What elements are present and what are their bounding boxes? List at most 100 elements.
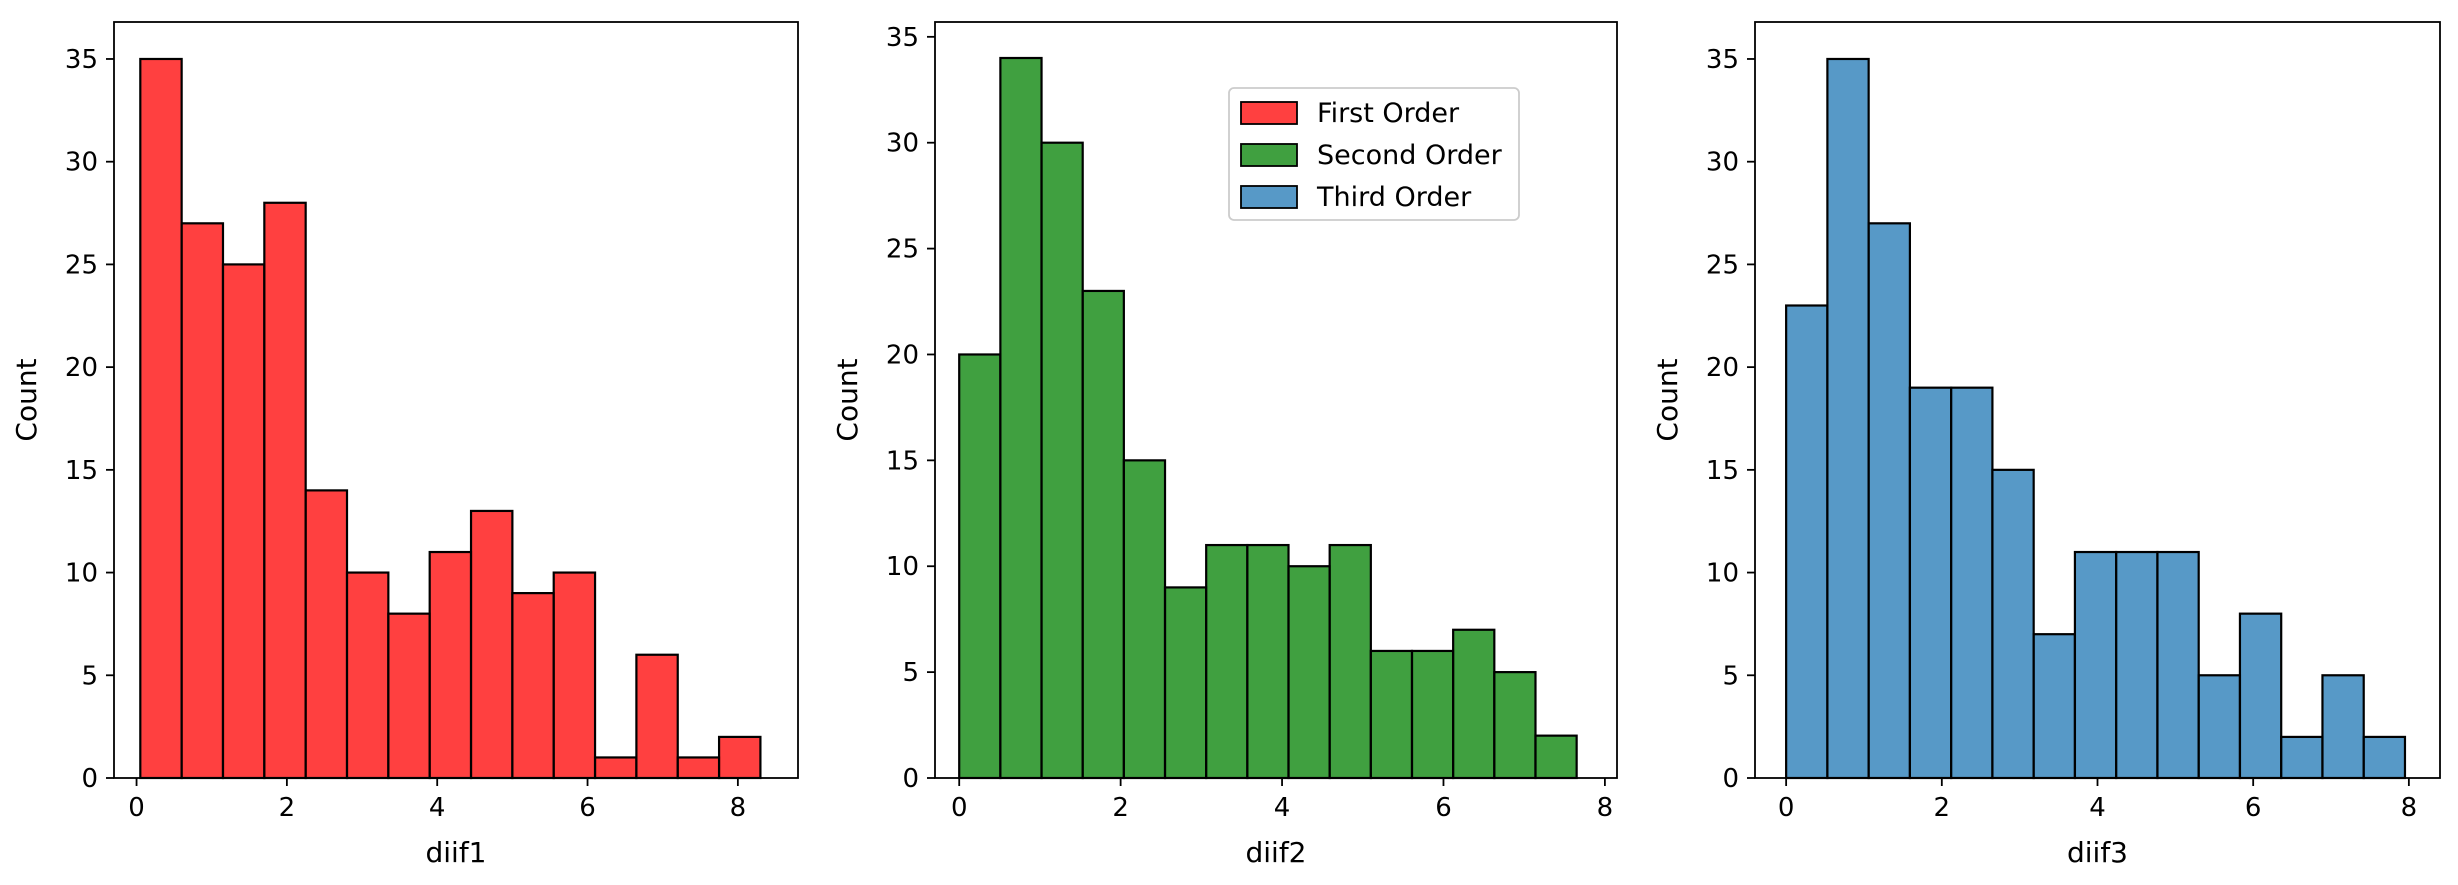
histogram-bar [676, 756, 721, 780]
y-tick-label: 25 [65, 250, 98, 280]
x-tick-label: 8 [1597, 793, 1614, 823]
y-tick-label: 5 [1722, 661, 1739, 691]
histogram-bar [263, 201, 307, 780]
histogram-bar [2321, 674, 2365, 780]
histogram-bar [1328, 543, 1372, 780]
histogram-bar [1205, 543, 1249, 780]
histogram-bar [717, 735, 762, 780]
y-tick-label: 30 [1706, 148, 1739, 178]
y-tick-label: 25 [886, 235, 919, 265]
subplot-2: 0 2 4 6 8 0 5 10 15 20 25 30 35 diif2 Count First Order… [831, 21, 1618, 869]
histogram-bar [304, 489, 349, 780]
histogram-bar [180, 222, 225, 780]
y-tick-label: 15 [65, 456, 98, 486]
y-tick-label: 25 [1706, 250, 1739, 280]
histogram-bar [1534, 734, 1578, 780]
x-axis-label: diif1 [425, 836, 486, 869]
histogram-bar [2032, 633, 2077, 780]
histogram-bar [2073, 550, 2118, 780]
histogram-bar [593, 756, 638, 780]
histogram-bar [2197, 674, 2242, 780]
legend-label: Third Order [1316, 182, 1472, 213]
y-tick-label: 30 [65, 148, 98, 178]
histogram-bar [1410, 649, 1455, 780]
y-tick-label: 20 [1706, 353, 1739, 383]
x-tick-label: 0 [951, 793, 968, 823]
histogram-bar [1081, 289, 1125, 780]
subplot-1: 0 2 4 6 8 0 5 10 15 20 25 30 35 diif1 Count [10, 21, 799, 869]
histogram-bar [2115, 550, 2159, 780]
histogram-bar [2238, 612, 2283, 780]
legend-frame [1228, 87, 1520, 221]
legend-swatch [1240, 101, 1298, 125]
y-tick-label: 35 [886, 23, 919, 53]
subplot-3: 0 2 4 6 8 0 5 10 15 20 25 30 35 diif3 Count [1651, 21, 2441, 869]
x-tick-label: 2 [1934, 793, 1951, 823]
y-tick-label: 20 [886, 340, 919, 370]
x-tick-label: 0 [1778, 793, 1795, 823]
y-tick-label: 0 [81, 764, 98, 794]
histogram-bar [1122, 459, 1167, 780]
histogram-bar [999, 56, 1043, 780]
y-tick-label: 0 [1722, 764, 1739, 794]
histogram-bar [1785, 304, 1829, 780]
histogram-bar [1040, 141, 1084, 780]
y-axis-label: Count [1651, 358, 1684, 441]
y-tick-label: 5 [902, 658, 919, 688]
x-tick-label: 0 [128, 793, 145, 823]
histogram-bar [1246, 543, 1290, 780]
y-tick-label: 35 [65, 45, 98, 75]
histogram-bar [2156, 550, 2200, 780]
x-tick-label: 6 [2245, 793, 2262, 823]
y-tick-label: 30 [886, 129, 919, 159]
histogram-bar [428, 550, 473, 780]
legend-swatch [1240, 185, 1298, 209]
histogram-bar [345, 571, 390, 780]
x-tick-label: 6 [1435, 793, 1452, 823]
histogram-bar [469, 509, 514, 780]
histogram-bar [958, 353, 1002, 780]
y-tick-label: 35 [1706, 45, 1739, 75]
y-tick-label: 20 [65, 353, 98, 383]
histogram-bar [1493, 671, 1537, 780]
x-tick-label: 4 [429, 793, 446, 823]
y-tick-label: 15 [886, 446, 919, 476]
histogram-bar [387, 612, 431, 780]
y-tick-label: 5 [81, 661, 98, 691]
histogram-bar [1950, 386, 1994, 780]
x-tick-label: 8 [2401, 793, 2418, 823]
histogram-bar [2362, 735, 2407, 780]
histogram-bar [511, 592, 555, 780]
axes-frame [934, 21, 1618, 779]
histogram-bar [1452, 628, 1496, 780]
x-tick-label: 8 [730, 793, 747, 823]
histogram-bar [1163, 586, 1208, 780]
y-tick-label: 10 [1706, 559, 1739, 589]
histogram-bar [139, 57, 183, 780]
histogram-bar [1908, 386, 1953, 780]
x-tick-label: 4 [2089, 793, 2106, 823]
x-tick-label: 2 [279, 793, 296, 823]
histogram-bar [1369, 649, 1414, 780]
histogram-bar [1287, 565, 1331, 780]
y-tick-label: 10 [65, 559, 98, 589]
histogram-bar [221, 263, 266, 780]
histogram-bar [1826, 57, 1870, 780]
x-tick-label: 2 [1112, 793, 1129, 823]
histogram-bar [635, 653, 679, 780]
x-tick-label: 6 [579, 793, 596, 823]
axes-frame [113, 21, 799, 779]
histogram-bar [1991, 468, 2035, 780]
y-tick-label: 0 [902, 764, 919, 794]
histogram-bar [552, 571, 597, 780]
y-tick-label: 10 [886, 552, 919, 582]
y-axis-label: Count [10, 358, 43, 441]
legend-swatch [1240, 143, 1298, 167]
legend-label: Second Order [1317, 140, 1503, 171]
histogram-bar [1867, 222, 1912, 780]
x-axis-label: diif2 [1245, 836, 1306, 869]
histogram-bar [2280, 735, 2324, 780]
legend-label: First Order [1317, 98, 1460, 129]
y-tick-label: 15 [1706, 456, 1739, 486]
